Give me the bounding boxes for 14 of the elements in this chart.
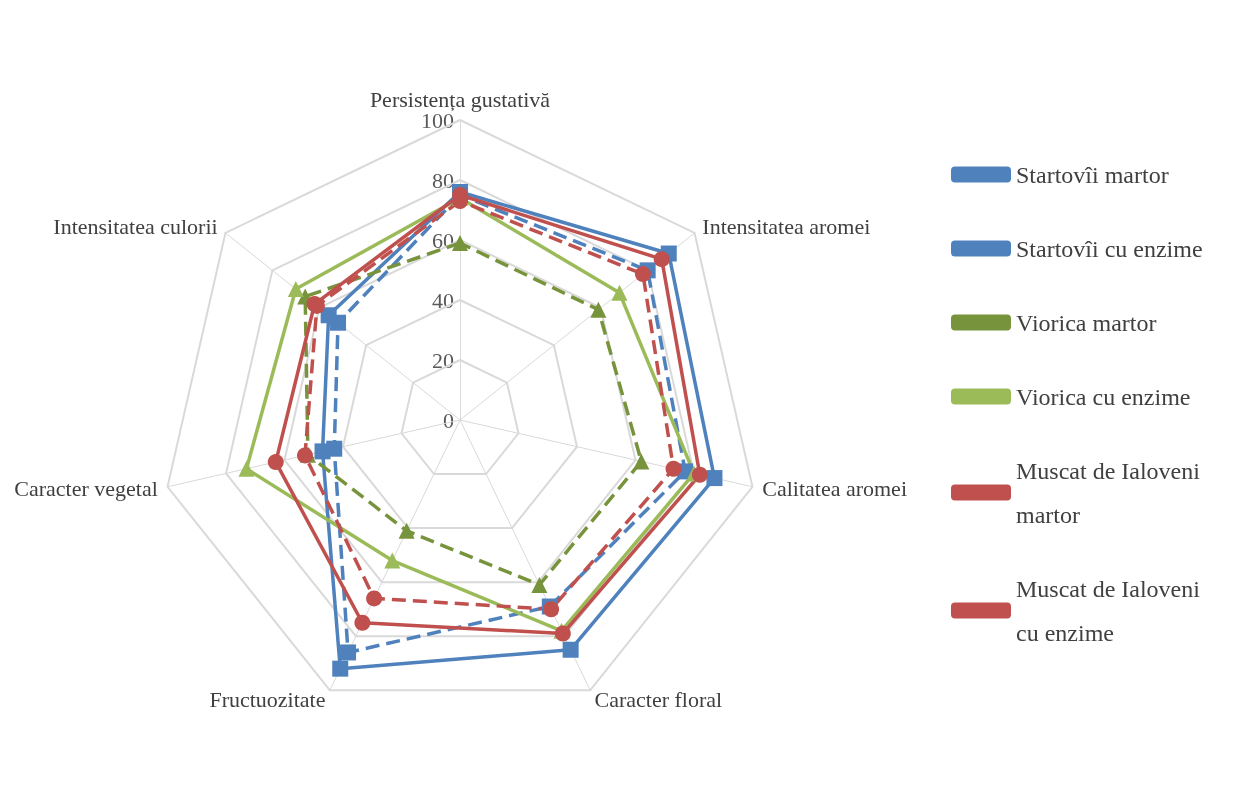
legend-label: Muscat de Ialoveni martor <box>1016 457 1206 528</box>
spoke-label: Caracter vegetal <box>14 476 158 502</box>
spoke-label: Intensitatea aromei <box>702 214 871 240</box>
legend-label: Startovîi cu enzime <box>1016 235 1203 262</box>
spoke-label: Fructuozitate <box>209 686 326 712</box>
spoke-label: Persistența gustativă <box>369 86 551 112</box>
spoke-label: Calitatea aromei <box>762 476 907 502</box>
legend-label: Muscat de Ialoveni cu enzime <box>1016 575 1206 646</box>
spoke-label: Intensitatea culorii <box>53 214 218 240</box>
legend-label: Viorica cu enzime <box>1016 383 1191 410</box>
legend-label: Startovîi martor <box>1016 161 1169 188</box>
y-tick-label: 0 <box>443 407 454 433</box>
legend-label: Viorica martor <box>1016 309 1157 336</box>
spoke-label: Caracter floral <box>594 686 723 712</box>
